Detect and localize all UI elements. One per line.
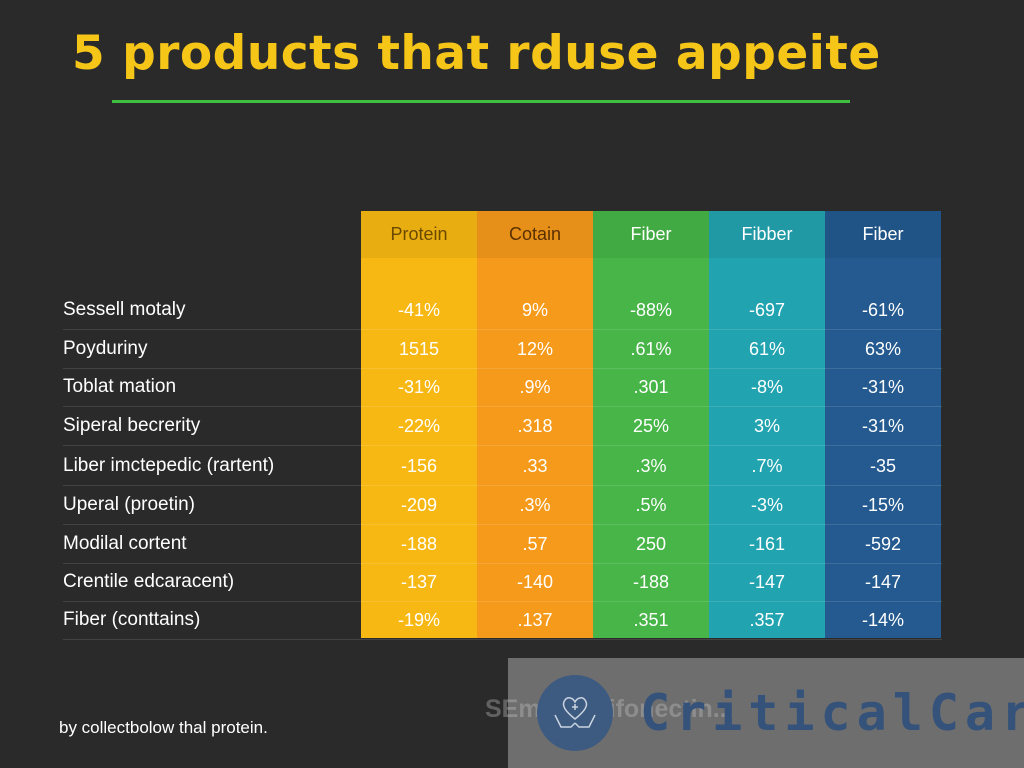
title-underline xyxy=(112,100,850,103)
table-cell: -88% xyxy=(629,300,673,320)
table-cell: .5% xyxy=(635,495,667,515)
table-cell: -31% xyxy=(397,377,441,397)
table-cell: .61% xyxy=(630,339,672,359)
table-cell: .57 xyxy=(522,534,548,554)
column-band xyxy=(825,211,941,638)
row-divider xyxy=(63,329,942,330)
table-cell: .3% xyxy=(519,495,551,515)
row-divider xyxy=(63,601,942,602)
row-divider xyxy=(63,639,942,640)
table-cell: .9% xyxy=(519,377,551,397)
row-label: Siperal becrerity xyxy=(63,415,201,436)
column-header: Protein xyxy=(361,211,477,258)
table-cell: 12% xyxy=(516,339,554,359)
table-cell: 63% xyxy=(864,339,902,359)
page-title: 5 products that rduse appeite xyxy=(72,26,881,81)
table-cell: -35 xyxy=(869,456,896,476)
watermark-brand: CriticalCare xyxy=(640,684,1024,742)
table-cell: -188 xyxy=(632,572,670,592)
table-cell: -14% xyxy=(861,610,905,630)
table-cell: .7% xyxy=(751,456,783,476)
column-header: Fiber xyxy=(825,211,941,258)
column-band xyxy=(709,211,825,638)
column-band xyxy=(361,211,477,638)
table-cell: 25% xyxy=(632,416,670,436)
care-hands-heart-icon xyxy=(537,675,613,751)
table-cell: -188 xyxy=(400,534,438,554)
column-header: Cotain xyxy=(477,211,593,258)
row-label: Crentile edcaracent) xyxy=(63,571,235,592)
table-cell: .318 xyxy=(517,416,553,436)
row-label: Sessell motaly xyxy=(63,299,186,320)
table-cell: -61% xyxy=(861,300,905,320)
table-cell: .351 xyxy=(633,610,669,630)
table-cell: -41% xyxy=(397,300,441,320)
table-cell: -697 xyxy=(748,300,786,320)
table-cell: -3% xyxy=(750,495,783,515)
footer-note: by collectbolow thal protein. xyxy=(59,718,268,737)
column-header: Fiber xyxy=(593,211,709,258)
table-cell: -147 xyxy=(748,572,786,592)
table-cell: .137 xyxy=(517,610,553,630)
row-divider xyxy=(63,563,942,564)
row-divider xyxy=(63,485,942,486)
column-band xyxy=(593,211,709,638)
table-cell: 61% xyxy=(748,339,786,359)
table-cell: 1515 xyxy=(398,339,440,359)
column-header: Fibber xyxy=(709,211,825,258)
column-band xyxy=(477,211,593,638)
table-cell: .301 xyxy=(633,377,669,397)
row-label: Modilal cortent xyxy=(63,533,187,554)
row-label: Uperal (proetin) xyxy=(63,494,195,515)
table-cell: -140 xyxy=(516,572,554,592)
table-cell: -209 xyxy=(400,495,438,515)
table-cell: .357 xyxy=(749,610,785,630)
table-cell: -592 xyxy=(864,534,902,554)
table-cell: -161 xyxy=(748,534,786,554)
row-label: Poyduriny xyxy=(63,338,148,359)
row-divider xyxy=(63,445,942,446)
table-cell: .33 xyxy=(522,456,548,476)
table-cell: -31% xyxy=(861,377,905,397)
row-divider xyxy=(63,368,942,369)
row-divider xyxy=(63,406,942,407)
table-cell: -19% xyxy=(397,610,441,630)
row-label: Liber imctepedic (rartent) xyxy=(63,455,275,476)
table-cell: .3% xyxy=(635,456,667,476)
row-label: Fiber (conttains) xyxy=(63,609,201,630)
table-cell: -15% xyxy=(861,495,905,515)
table-cell: -22% xyxy=(397,416,441,436)
table-cell: -8% xyxy=(750,377,783,397)
table-cell: -31% xyxy=(861,416,905,436)
table-cell: 250 xyxy=(635,534,667,554)
table-cell: 9% xyxy=(521,300,548,320)
table-cell: -137 xyxy=(400,572,438,592)
table-cell: -156 xyxy=(400,456,438,476)
row-label: Toblat mation xyxy=(63,376,177,397)
row-divider xyxy=(63,524,942,525)
table-cell: -147 xyxy=(864,572,902,592)
table-cell: 3% xyxy=(753,416,780,436)
